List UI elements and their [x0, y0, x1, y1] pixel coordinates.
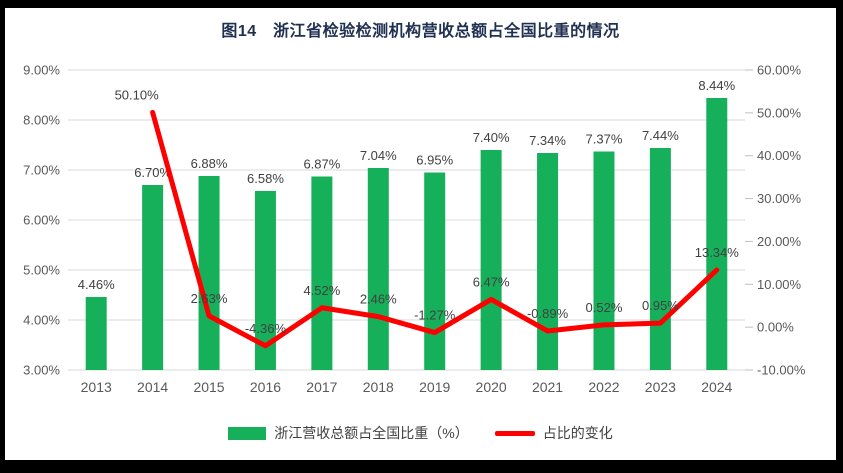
- bar-data-label: 8.44%: [698, 78, 735, 93]
- left-axis-tick-label: 3.00%: [23, 363, 60, 378]
- line-data-label: 4.52%: [303, 283, 340, 298]
- bar: [480, 150, 502, 370]
- bar: [85, 297, 107, 370]
- combo-chart: 9.00% 8.00% 7.00% 6.00% 5.00% 4.00% 3.00% 60.00…: [23, 63, 806, 396]
- left-axis-tick-label: 5.00%: [23, 263, 60, 278]
- x-axis-category-label: 2024: [701, 379, 732, 395]
- bar-data-label: 7.34%: [529, 133, 566, 148]
- bar-data-label: 6.70%: [134, 165, 171, 180]
- legend-line-label: 占比的变化: [542, 425, 613, 441]
- left-axis-tick-label: 7.00%: [23, 163, 60, 178]
- bar: [254, 191, 276, 370]
- line-data-label: -1.27%: [414, 308, 456, 323]
- legend-item-bar-series: 浙江营收总额占全国比重（%）: [228, 423, 469, 443]
- bar-data-label: 7.04%: [360, 148, 397, 163]
- right-axis-tick-label: 60.00%: [757, 63, 802, 78]
- line-data-label: 6.47%: [473, 274, 510, 289]
- x-axis-category-label: 2016: [250, 379, 281, 395]
- x-axis-category-label: 2014: [137, 379, 168, 395]
- line-data-label: 13.34%: [695, 245, 740, 260]
- bar-data-label: 7.37%: [586, 132, 623, 147]
- chart-title: 图14 浙江省检验检测机构营收总额占全国比重的情况: [221, 23, 620, 40]
- bar-data-label: 6.88%: [191, 156, 228, 171]
- bar: [593, 151, 615, 370]
- bar-data-label: 6.95%: [416, 153, 453, 168]
- bar: [198, 176, 220, 370]
- left-axis-tick-label: 9.00%: [23, 63, 60, 78]
- left-axis-tick-label: 4.00%: [23, 313, 60, 328]
- line-data-label: 50.10%: [115, 87, 160, 102]
- bar: [367, 168, 389, 370]
- bar-data-label: 7.44%: [642, 128, 679, 143]
- chart-canvas: 图14 浙江省检验检测机构营收总额占全国比重的情况 9.00% 8.00% 7.00…: [5, 8, 836, 460]
- bar: [311, 176, 333, 370]
- line-series-swatch-icon: [494, 430, 535, 436]
- bar-data-label: 6.87%: [303, 157, 340, 172]
- right-axis-tick-label: 20.00%: [757, 234, 802, 249]
- x-axis-category-label: 2020: [476, 379, 507, 395]
- left-axis-tick-label: 6.00%: [23, 213, 60, 228]
- x-axis-category-label: 2018: [363, 379, 394, 395]
- x-axis-category-label: 2015: [193, 379, 224, 395]
- right-axis-tick-label: -10.00%: [757, 363, 806, 378]
- bar: [706, 98, 728, 370]
- line-data-label: 2.63%: [191, 291, 228, 306]
- x-axis-category-label: 2013: [81, 379, 112, 395]
- x-axis-category-label: 2023: [645, 379, 676, 395]
- left-axis-tick-label: 8.00%: [23, 113, 60, 128]
- legend: 浙江营收总额占全国比重（%） 占比的变化: [5, 416, 836, 450]
- x-axis-category-label: 2017: [306, 379, 337, 395]
- right-axis-tick-label: 30.00%: [757, 191, 802, 206]
- bar: [142, 185, 164, 370]
- bar: [537, 153, 559, 370]
- right-axis-tick-label: 40.00%: [757, 148, 802, 163]
- bar-data-label: 4.46%: [78, 277, 115, 292]
- bar: [424, 172, 446, 370]
- right-axis-tick-label: 10.00%: [757, 277, 802, 292]
- line-data-label: 0.95%: [642, 298, 679, 313]
- right-axis-tick-label: 0.00%: [757, 320, 794, 335]
- line-series: [150, 109, 720, 349]
- legend-item-line-series: 占比的变化: [494, 423, 613, 443]
- bar-data-label: 7.40%: [473, 130, 510, 145]
- right-axis-tick-label: 50.00%: [757, 105, 802, 120]
- line-data-label: 2.46%: [360, 292, 397, 307]
- line-data-label: 0.52%: [586, 300, 623, 315]
- legend-bar-label: 浙江营收总额占全国比重（%）: [274, 425, 469, 441]
- line-data-label: -0.89%: [527, 306, 569, 321]
- x-axis-category-label: 2019: [419, 379, 450, 395]
- bar-data-label: 6.58%: [247, 171, 284, 186]
- x-axis-category-label: 2022: [588, 379, 619, 395]
- bar: [649, 148, 671, 370]
- line-data-label: -4.36%: [245, 321, 287, 336]
- x-axis-category-label: 2021: [532, 379, 563, 395]
- bar-series-swatch-icon: [228, 426, 267, 440]
